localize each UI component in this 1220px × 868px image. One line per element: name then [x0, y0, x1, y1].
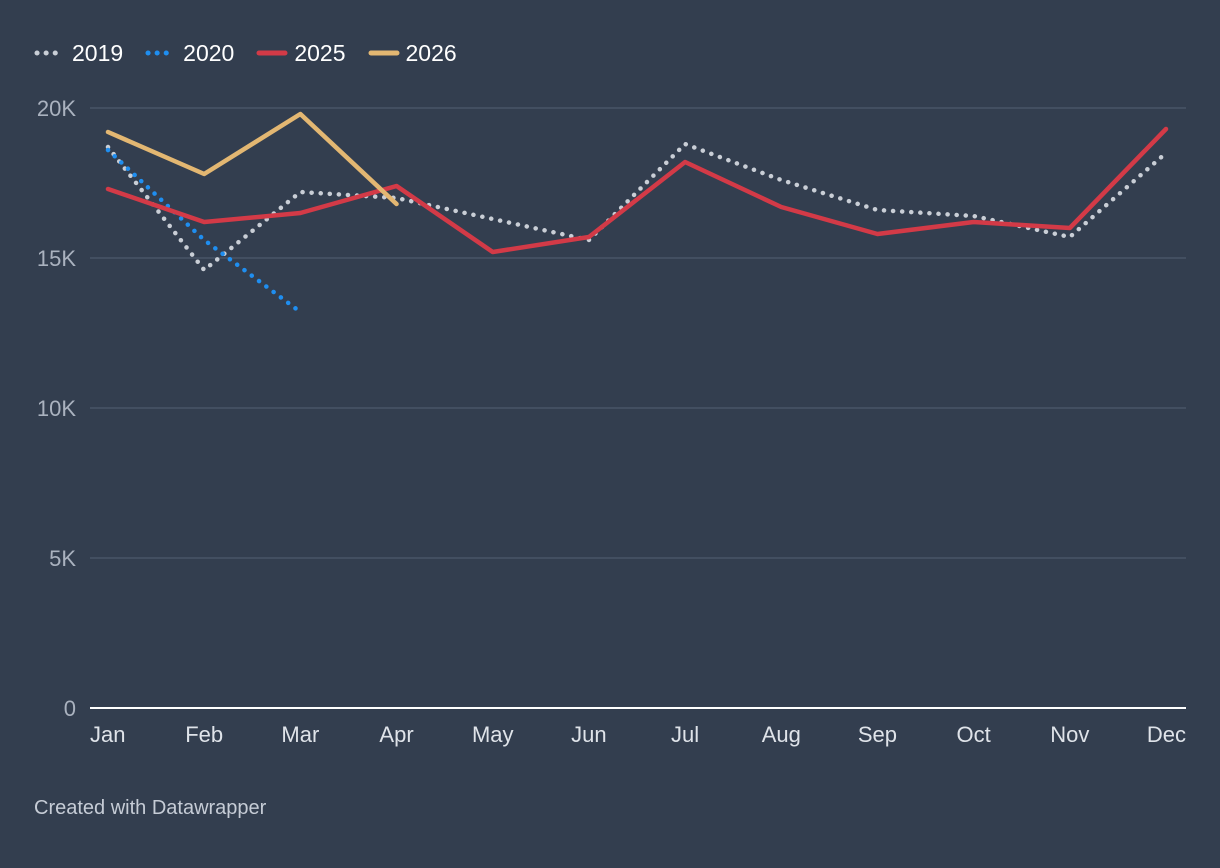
x-tick-label: Jun [571, 722, 606, 747]
y-tick-label: 5K [49, 546, 76, 571]
x-tick-label: Jul [671, 722, 699, 747]
legend-item-2020: 2020 [145, 40, 234, 67]
x-tick-label: Oct [957, 722, 991, 747]
y-tick-label: 15K [37, 246, 76, 271]
series-line-2019 [105, 141, 1169, 273]
x-tick-label: Sep [858, 722, 897, 747]
y-tick-label: 20K [37, 96, 76, 121]
x-tick-label: May [472, 722, 514, 747]
legend-item-2019: 2019 [34, 40, 123, 67]
legend-item-2025: 2025 [256, 39, 346, 67]
x-tick-label: Dec [1147, 722, 1186, 747]
legend-label: 2019 [72, 39, 124, 66]
legend-swatch [256, 50, 288, 56]
x-tick-label: Jan [90, 722, 125, 747]
y-tick-label: 0 [64, 696, 76, 721]
y-tick-label: 10K [37, 396, 76, 421]
x-tick-label: Nov [1050, 722, 1089, 747]
x-tick-label: Apr [379, 722, 413, 747]
series-line-2026 [105, 111, 399, 207]
chart-legend: 2019 2020 2025 2026 [34, 38, 479, 68]
x-tick-label: Feb [185, 722, 223, 747]
x-tick-label: Aug [762, 722, 801, 747]
legend-label: 2020 [183, 39, 235, 66]
legend-item-2026: 2026 [368, 40, 457, 67]
datawrapper-credit: Created with Datawrapper [34, 797, 267, 819]
series-line-2025 [105, 126, 1169, 255]
legend-label: 2026 [405, 39, 457, 66]
legend-label: 2025 [294, 39, 346, 66]
legend-swatch [368, 50, 400, 56]
series-line-2020 [105, 147, 303, 315]
x-tick-label: Mar [281, 722, 319, 747]
